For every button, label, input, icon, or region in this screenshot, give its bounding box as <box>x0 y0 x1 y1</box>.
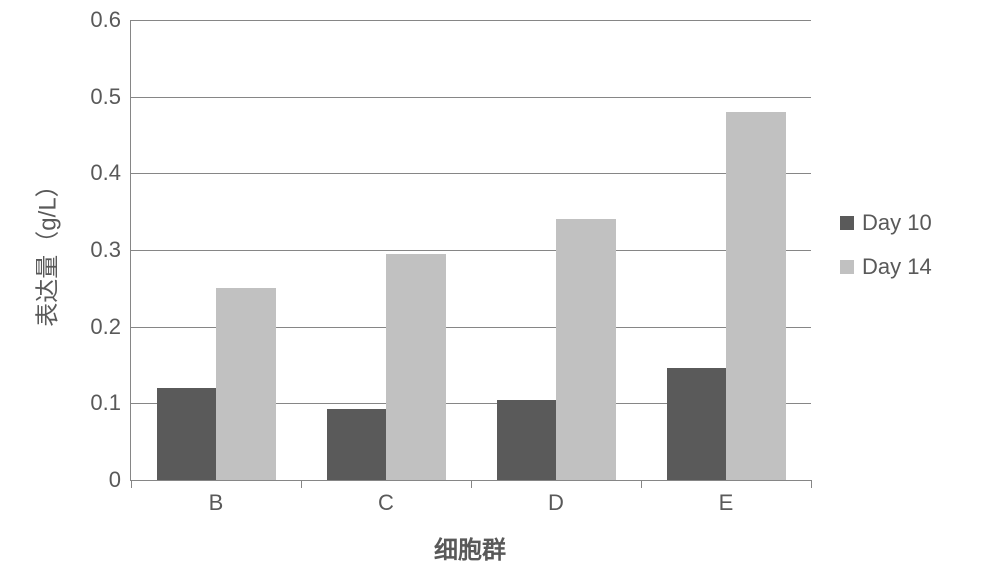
y-axis-title: 表达量（g/L） <box>28 173 63 326</box>
legend-label: Day 10 <box>862 210 932 236</box>
plot-area: 00.10.20.30.40.50.6BCDE <box>130 20 811 481</box>
x-tick <box>471 480 472 488</box>
x-tick-label: C <box>378 480 394 516</box>
y-tick-label: 0 <box>109 467 131 493</box>
y-tick-label: 0.6 <box>90 7 131 33</box>
gridline <box>131 173 811 174</box>
y-tick-label: 0.3 <box>90 237 131 263</box>
y-tick-label: 0.5 <box>90 84 131 110</box>
legend-swatch <box>840 216 854 230</box>
legend-item: Day 14 <box>840 254 932 280</box>
legend-item: Day 10 <box>840 210 932 236</box>
bar <box>216 288 276 480</box>
gridline <box>131 97 811 98</box>
y-tick-label: 0.2 <box>90 314 131 340</box>
bar <box>556 219 616 480</box>
bar <box>327 409 387 480</box>
y-tick-label: 0.1 <box>90 390 131 416</box>
x-tick-label: B <box>209 480 224 516</box>
y-tick-label: 0.4 <box>90 160 131 186</box>
gridline <box>131 20 811 21</box>
bar <box>667 368 727 480</box>
legend-swatch <box>840 260 854 274</box>
x-axis-title: 细胞群 <box>434 530 506 565</box>
x-tick <box>641 480 642 488</box>
legend: Day 10 Day 14 <box>840 210 932 298</box>
x-tick <box>131 480 132 488</box>
x-tick <box>301 480 302 488</box>
bar <box>497 400 557 480</box>
gridline <box>131 250 811 251</box>
bar <box>157 388 217 480</box>
legend-label: Day 14 <box>862 254 932 280</box>
x-tick-label: D <box>548 480 564 516</box>
chart-figure: 00.10.20.30.40.50.6BCDE 表达量（g/L） 细胞群 Day… <box>0 0 1000 584</box>
x-tick <box>811 480 812 488</box>
x-tick-label: E <box>719 480 734 516</box>
bar <box>726 112 786 480</box>
bar <box>386 254 446 480</box>
